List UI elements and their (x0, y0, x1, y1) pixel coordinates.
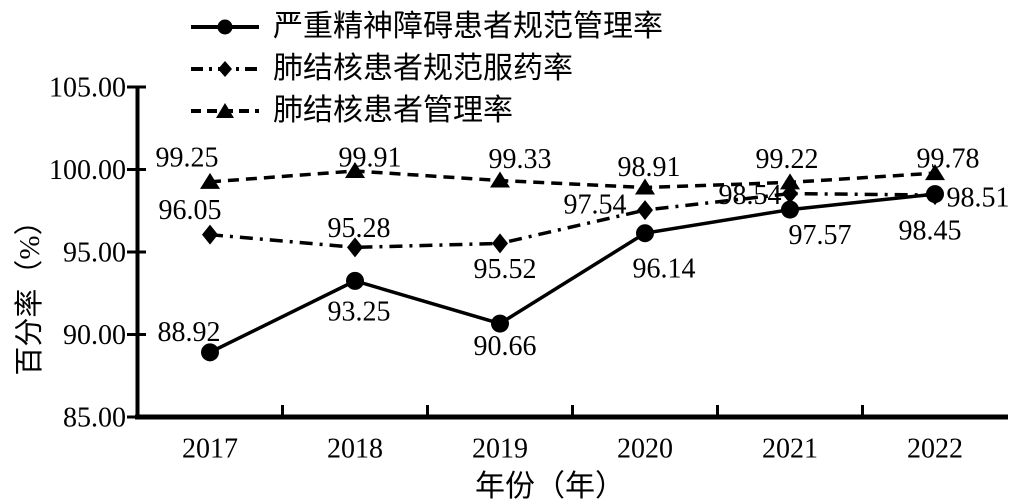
data-label: 98.45 (899, 216, 962, 247)
x-tick-label: 2021 (762, 434, 818, 465)
series-line-diamond (209, 191, 936, 250)
x-axis-title: 年份（年） (475, 470, 625, 503)
data-point-triangle (345, 161, 365, 178)
data-point-diamond (927, 185, 943, 206)
x-tick-label: 2017 (182, 434, 238, 465)
data-label: 88.92 (158, 317, 221, 348)
data-point-diamond (637, 200, 653, 221)
dash-dot-line-diamond-marker-icon (191, 61, 259, 77)
x-tick-label: 2019 (472, 434, 528, 465)
data-point-circle (346, 271, 364, 290)
y-tick-label: 100.00 (49, 155, 126, 186)
data-label: 99.91 (339, 142, 402, 173)
data-label: 96.05 (159, 195, 222, 226)
series-line-circle (209, 192, 936, 354)
data-label: 97.54 (564, 190, 627, 221)
legend-label-series-2: 肺结核患者规范服药率 (273, 52, 573, 85)
legend: 严重精神障碍患者规范管理率 肺结核患者规范服药率 肺结核患者管理率 (190, 6, 663, 132)
legend-item-series-3: 肺结核患者管理率 (190, 90, 663, 132)
data-point-diamond (202, 224, 218, 245)
x-tick-label: 2020 (617, 434, 673, 465)
data-point-circle (491, 314, 509, 333)
data-point-diamond (492, 233, 508, 254)
data-point-circle (781, 200, 799, 219)
data-label: 99.78 (917, 144, 980, 175)
data-label: 99.33 (489, 144, 552, 175)
data-point-triangle (490, 171, 510, 188)
data-label: 95.52 (474, 254, 537, 285)
data-label: 97.57 (789, 220, 852, 251)
x-tick-label: 2022 (907, 434, 963, 465)
y-tick-label: 105.00 (49, 73, 126, 104)
x-tick-label: 2018 (327, 434, 383, 465)
data-point-triangle (200, 172, 220, 189)
data-point-triangle (635, 178, 655, 195)
data-label: 93.25 (328, 296, 391, 327)
data-label: 98.51 (947, 183, 1010, 214)
series-line-triangle (209, 169, 936, 190)
legend-label-series-3: 肺结核患者管理率 (273, 94, 513, 127)
y-tick-label: 95.00 (63, 238, 126, 269)
data-label: 98.91 (618, 152, 681, 183)
data-point-circle (201, 343, 219, 362)
dashed-line-triangle-marker-icon (191, 103, 259, 118)
data-point-diamond (347, 237, 363, 258)
data-point-triangle (925, 164, 945, 181)
legend-label-series-1: 严重精神障碍患者规范管理率 (273, 10, 663, 43)
data-point-triangle (780, 173, 800, 190)
legend-item-series-1: 严重精神障碍患者规范管理率 (190, 6, 663, 48)
data-label: 98.54 (719, 180, 782, 211)
data-point-circle (636, 224, 654, 243)
data-label: 95.28 (328, 213, 391, 244)
data-label: 90.66 (474, 331, 537, 362)
solid-line-circle-marker-icon (191, 19, 259, 35)
data-label: 96.14 (633, 254, 696, 285)
data-label: 99.22 (756, 144, 819, 175)
data-label: 99.25 (156, 142, 219, 173)
y-tick-label: 90.00 (63, 320, 126, 351)
legend-item-series-2: 肺结核患者规范服药率 (190, 48, 663, 90)
y-axis-title: 百分率（%） (14, 206, 46, 376)
y-tick-label: 85.00 (63, 403, 126, 434)
